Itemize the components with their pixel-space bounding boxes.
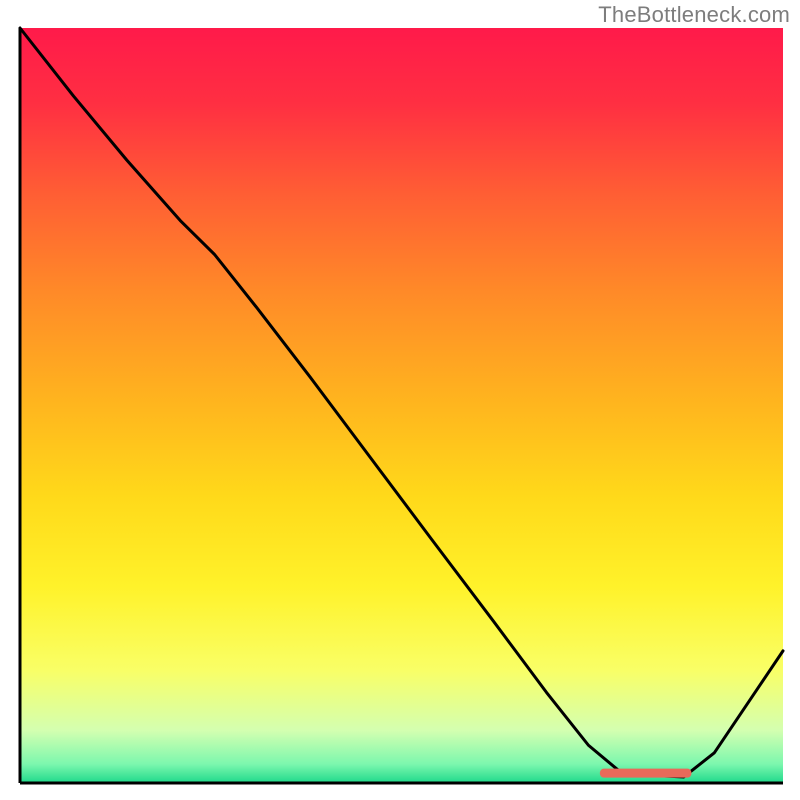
optimal-range-marker xyxy=(600,769,692,778)
chart-background xyxy=(20,28,783,783)
bottleneck-chart xyxy=(0,0,800,800)
